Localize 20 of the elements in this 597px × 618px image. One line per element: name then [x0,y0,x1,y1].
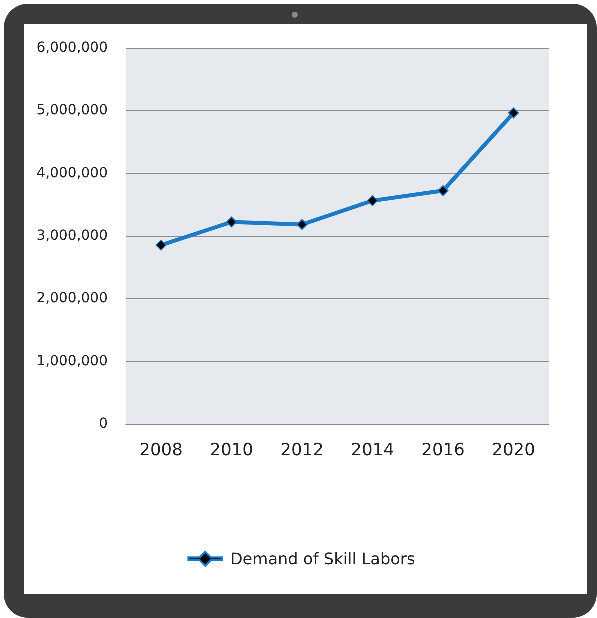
x-tick-label: 2014 [351,440,394,460]
x-tick-label: 2010 [210,440,254,460]
x-tick-label: 2008 [140,440,183,460]
x-tick-label: 2016 [422,440,465,460]
y-tick-label: 3,000,000 [36,228,108,244]
point [296,219,308,230]
point [156,240,167,251]
x-tick-label: 2012 [280,440,324,460]
point [367,195,378,206]
point [438,185,449,196]
y-tick-label: 6,000,000 [36,40,108,56]
y-tick-label: 4,000,000 [36,165,108,182]
y-tick-label: 0 [99,416,108,432]
x-tick-label: 2020 [492,440,536,460]
point [508,108,520,119]
point [226,216,238,228]
y-tick-label: 2,000,000 [36,290,108,307]
y-tick-label: 1,000,000 [36,353,108,370]
y-tick-label: 5,000,000 [36,102,108,119]
legend-label: Demand of Skill Labors [230,550,416,568]
